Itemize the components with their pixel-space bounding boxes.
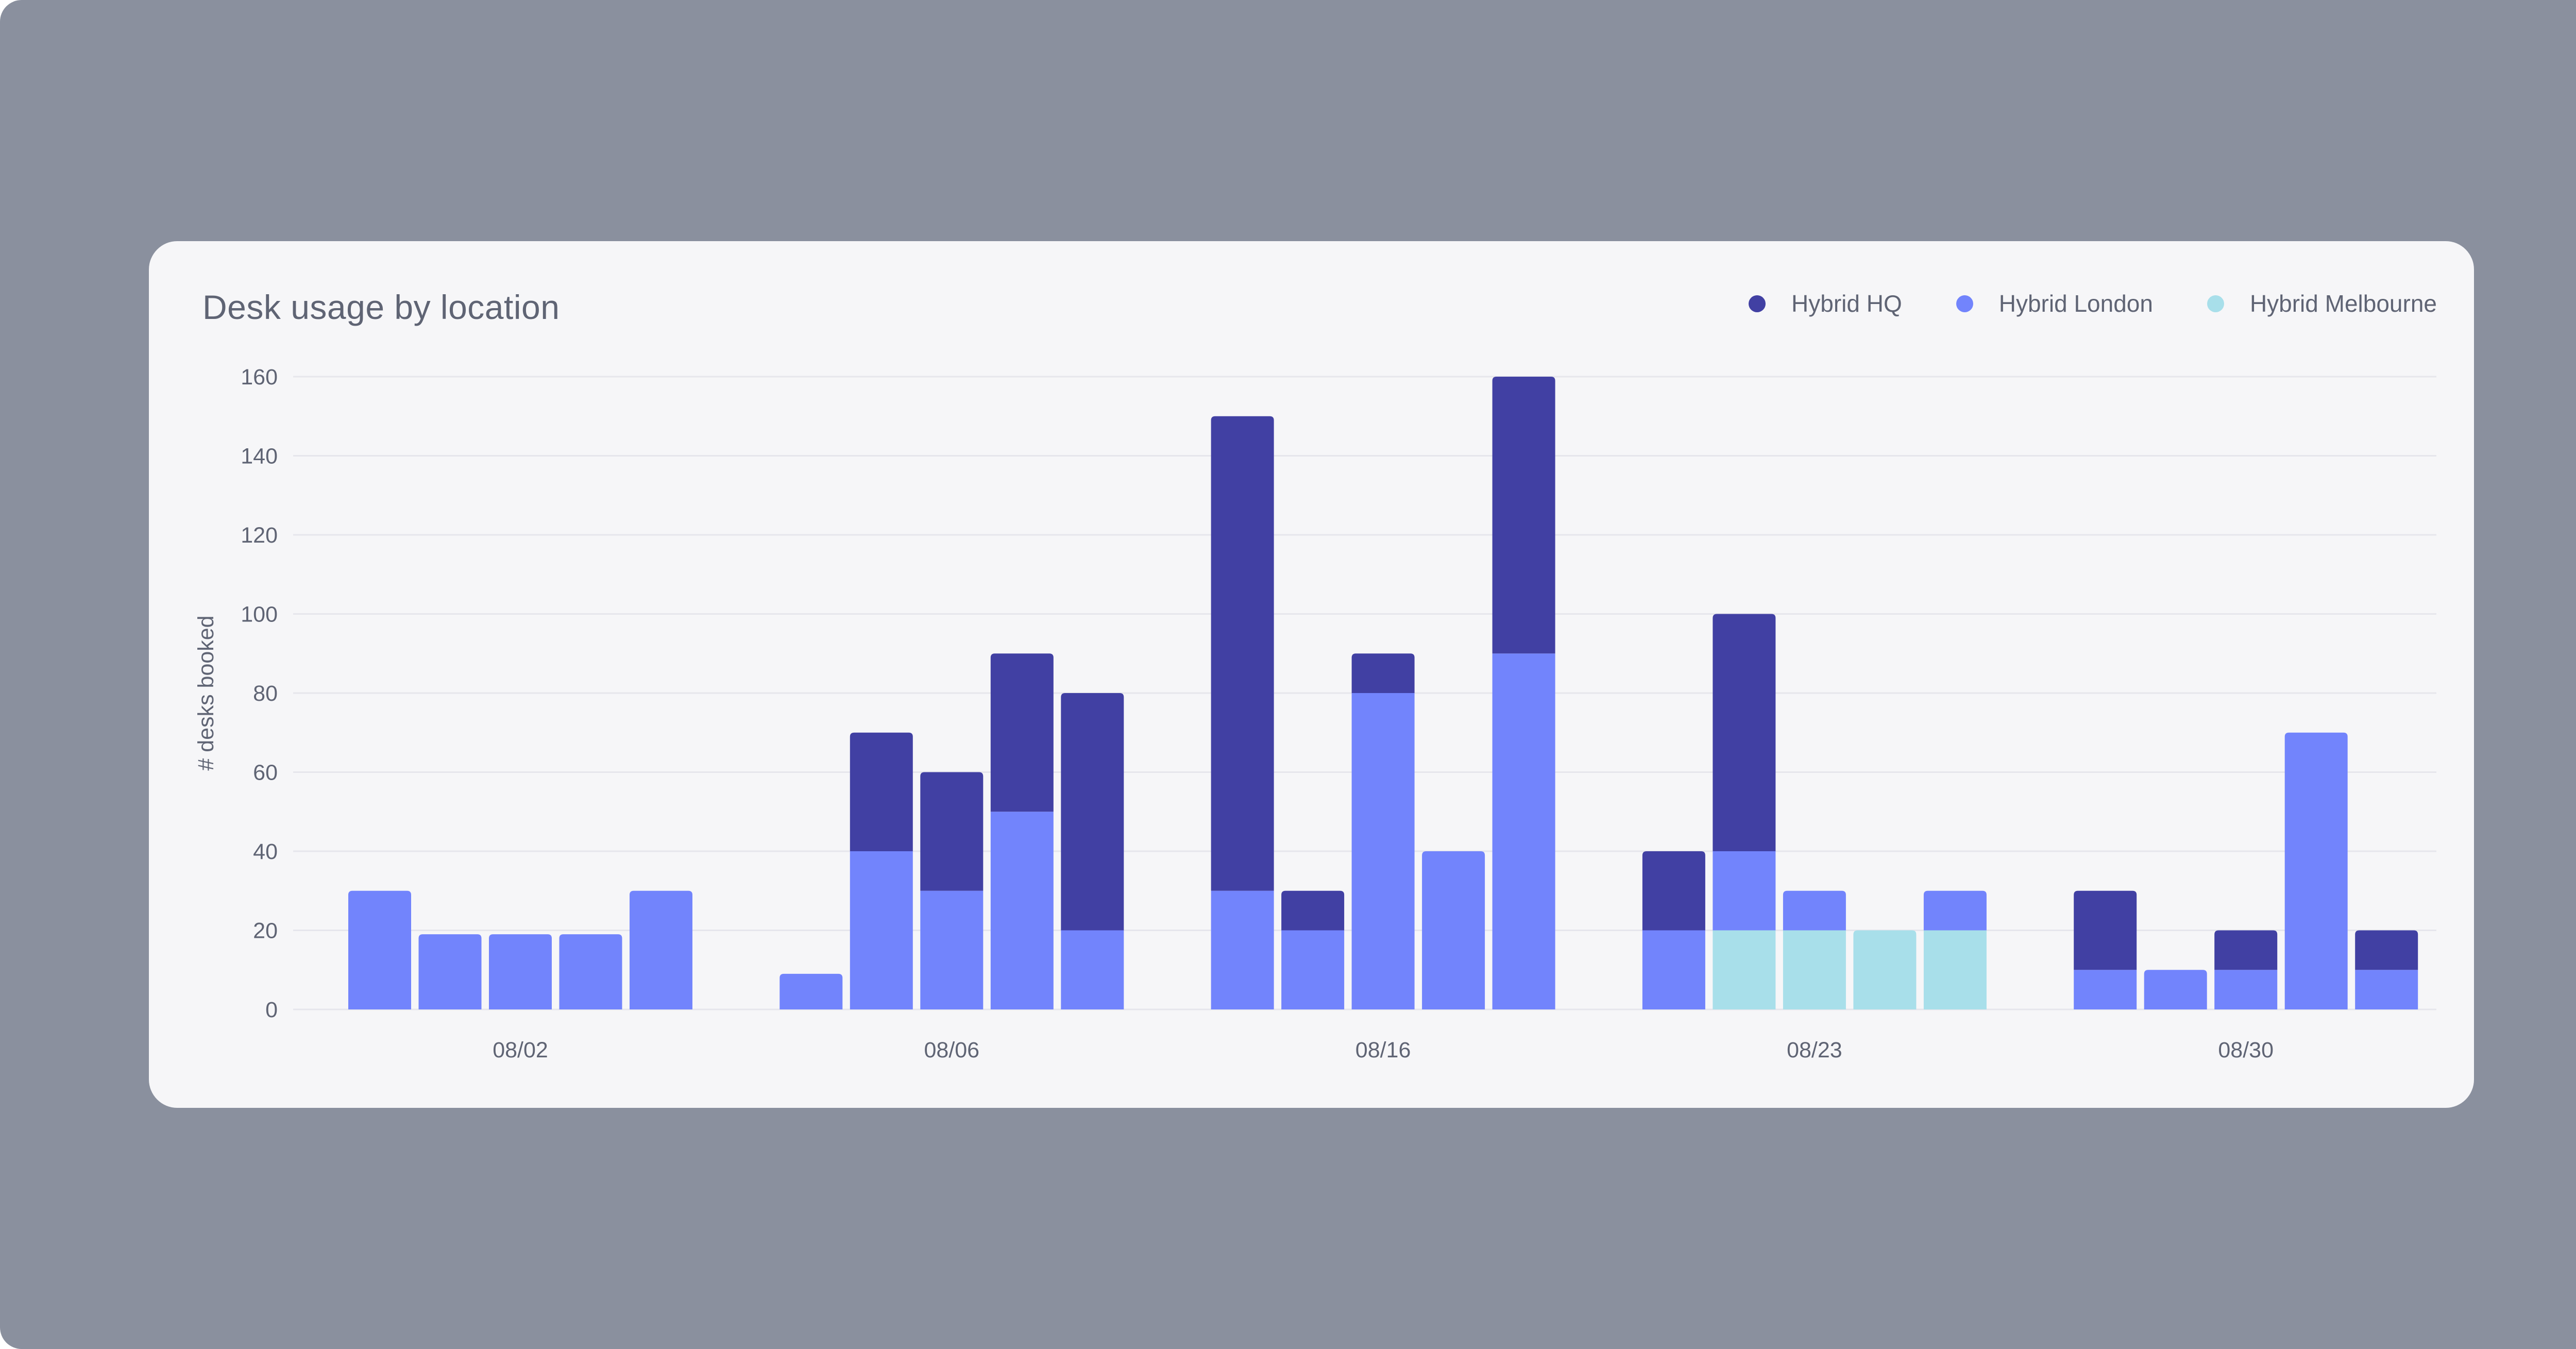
bar-segment (1713, 614, 1776, 851)
bar-segment (2074, 970, 2137, 1009)
bar-segment (779, 973, 843, 1009)
bar-segment (2355, 930, 2418, 970)
y-axis-label: # desks booked (194, 615, 218, 770)
y-tick-label: 160 (241, 365, 278, 390)
legend-dot-icon (1956, 295, 1973, 312)
bar-segment (1351, 653, 1415, 693)
bar-segment (2355, 970, 2418, 1009)
legend-dot-icon (1749, 295, 1766, 312)
bar-segment (2144, 970, 2207, 1009)
legend-item-hybrid-hq[interactable]: Hybrid HQ (1749, 290, 1902, 317)
bar-segment (1713, 930, 1776, 1009)
bar-segment (2284, 732, 2348, 1009)
bar-segment (1211, 416, 1274, 891)
chart-title: Desk usage by location (202, 288, 560, 326)
bar-segment (559, 934, 622, 1009)
y-tick-label: 80 (253, 681, 278, 706)
legend-item-hybrid-london[interactable]: Hybrid London (1956, 290, 2153, 317)
bar-segment (1211, 890, 1274, 1009)
bar-segment (1642, 930, 1705, 1009)
legend-item-hybrid-melbourne[interactable]: Hybrid Melbourne (2207, 290, 2437, 317)
bar-segment (990, 653, 1054, 812)
bar-segment (1783, 930, 1846, 1009)
x-tick-label: 08/30 (2218, 1038, 2274, 1063)
bar-segment (1923, 930, 1987, 1009)
bar-segment (489, 934, 552, 1009)
bar-segment (920, 890, 984, 1009)
bar-segment (920, 772, 984, 891)
bar-chart-plot: 0 20 40 60 80 100 120 140 160 # desks booked 08/02… (194, 365, 2436, 1063)
legend-dot-icon (2207, 295, 2224, 312)
bar-segment (850, 851, 913, 1009)
bar-segment (1492, 653, 1555, 1009)
bar-segment (850, 732, 913, 851)
bar-segment (1783, 890, 1846, 931)
y-tick-label: 20 (253, 919, 278, 943)
x-tick-label: 08/02 (493, 1038, 548, 1063)
bar-segment (1642, 851, 1705, 931)
bar-segment (1713, 851, 1776, 931)
x-tick-label: 08/06 (924, 1038, 979, 1063)
y-tick-label: 120 (241, 523, 278, 548)
bar-segment (418, 934, 482, 1009)
x-tick-label: 08/23 (1787, 1038, 1842, 1063)
bar-segment (1281, 930, 1345, 1009)
bar-segment (1061, 693, 1124, 931)
legend-label: Hybrid Melbourne (2249, 290, 2437, 317)
bar-segment (1281, 890, 1345, 931)
bar-segment (1061, 930, 1124, 1009)
bar-segment (2074, 890, 2137, 970)
y-tick-label: 40 (253, 839, 278, 864)
bar-segment (2214, 970, 2278, 1009)
legend-label: Hybrid HQ (1791, 290, 1902, 317)
bar-segment (630, 890, 692, 1009)
chart-card: Desk usage by location Hybrid HQ Hybrid … (149, 241, 2474, 1108)
bar-segment (1422, 851, 1485, 1009)
bar-segment (2214, 930, 2278, 970)
bar-segment (1853, 930, 1917, 1009)
x-tick-label: 08/16 (1355, 1038, 1411, 1063)
y-tick-label: 140 (241, 444, 278, 469)
bar-segment (1351, 693, 1415, 1009)
bar-segment (348, 890, 411, 1009)
y-tick-label: 0 (265, 998, 278, 1022)
y-tick-label: 100 (241, 602, 278, 627)
bar-segment (990, 812, 1054, 1009)
legend: Hybrid HQ Hybrid London Hybrid Melbourne (1749, 290, 2437, 317)
legend-label: Hybrid London (1998, 290, 2153, 317)
y-tick-label: 60 (253, 761, 278, 785)
bar-segment (1492, 377, 1555, 654)
bar-segment (1923, 890, 1987, 931)
